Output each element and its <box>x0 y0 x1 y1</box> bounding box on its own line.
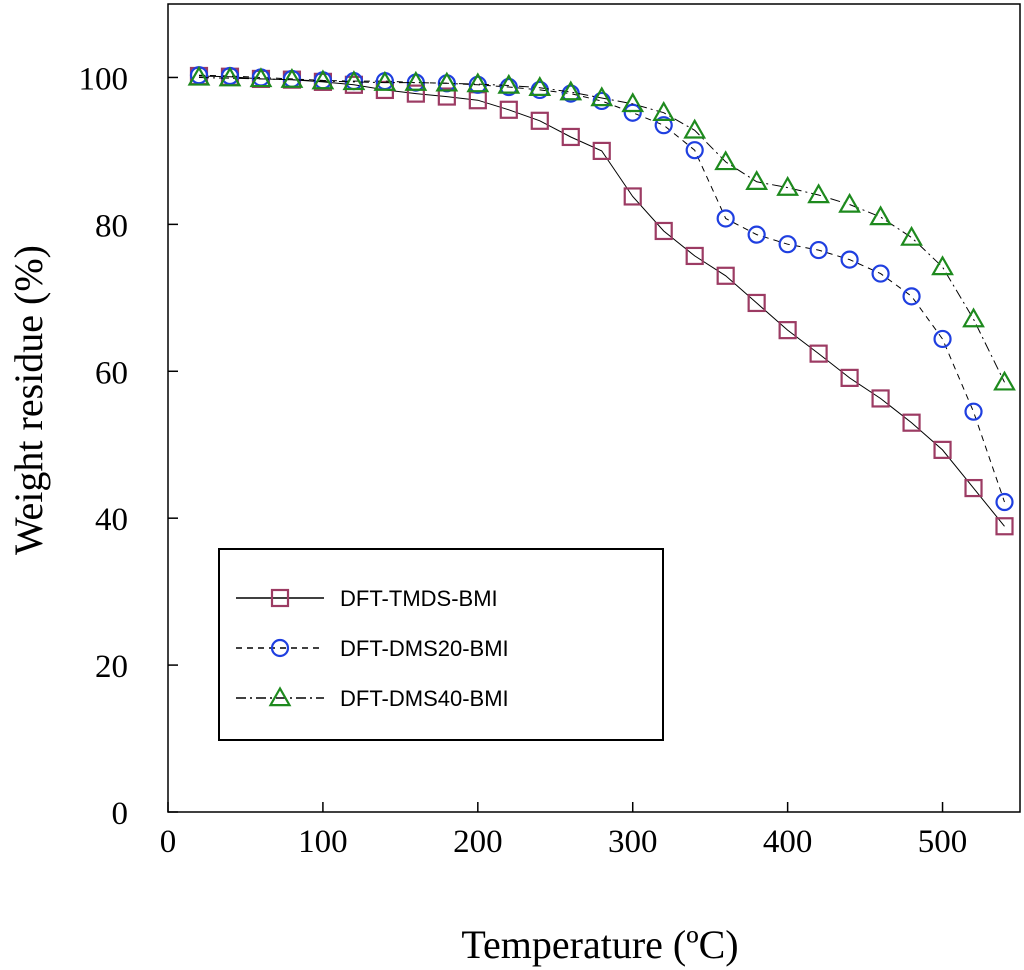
data-point <box>995 492 1014 512</box>
data-point <box>778 321 797 340</box>
data-point <box>902 413 921 432</box>
data-point <box>964 478 983 498</box>
data-point <box>685 246 704 266</box>
data-point <box>342 70 366 91</box>
data-point <box>404 70 428 91</box>
y-tick-label: 0 <box>112 796 129 832</box>
y-tick-label: 100 <box>79 61 129 97</box>
data-point <box>931 255 954 276</box>
data-point <box>466 72 490 93</box>
plot-area-frame <box>167 3 1021 813</box>
legend-marker <box>270 588 290 608</box>
data-point <box>902 287 921 306</box>
legend-items: DFT-TMDS-BMI DFT-DMS20-BMI DFT-DMS40-BMI <box>236 586 509 711</box>
data-point <box>809 240 828 260</box>
x-tick-label: 400 <box>763 824 813 860</box>
data-point <box>933 329 952 349</box>
data-point <box>652 100 676 121</box>
data-point <box>621 92 645 113</box>
y-tick-label: 20 <box>95 649 128 685</box>
legend: DFT-TMDS-BMI DFT-DMS20-BMI DFT-DMS40-BMI <box>218 548 664 741</box>
data-point <box>530 111 549 130</box>
data-point <box>218 66 242 87</box>
y-axis-ticks: 0 20 40 60 80 100 <box>79 61 178 832</box>
data-point <box>435 71 459 92</box>
legend-marker <box>268 686 292 707</box>
data-point <box>778 235 797 254</box>
data-point <box>497 73 521 94</box>
data-point <box>623 103 642 122</box>
data-point <box>840 250 859 269</box>
data-point <box>995 517 1014 536</box>
data-point <box>716 266 735 285</box>
legend-marker <box>270 638 290 658</box>
data-point <box>499 100 518 119</box>
data-point <box>437 87 456 106</box>
y-tick-label: 60 <box>95 355 128 391</box>
data-point <box>871 389 890 408</box>
data-point <box>716 209 735 228</box>
data-point <box>809 344 828 363</box>
data-point <box>406 84 425 103</box>
y-axis-title: Weight residue (%) <box>6 245 51 555</box>
data-point <box>869 205 892 226</box>
x-tick-label: 0 <box>160 824 177 860</box>
data-point <box>559 80 583 101</box>
x-axis-ticks: 0 100 200 300 400 500 <box>160 802 968 860</box>
data-point <box>900 225 923 246</box>
data-point <box>776 175 800 196</box>
x-tick-label: 500 <box>918 824 968 860</box>
data-point <box>871 264 890 283</box>
data-point <box>592 91 611 111</box>
data-point <box>561 127 580 147</box>
data-point <box>747 225 766 244</box>
data-point <box>373 70 397 91</box>
legend-box <box>218 548 664 741</box>
data-point <box>840 368 859 387</box>
y-tick-label: 80 <box>95 208 128 244</box>
series-line <box>198 74 1005 503</box>
series-2 <box>189 66 1014 512</box>
data-point <box>623 187 642 206</box>
data-point <box>592 141 611 161</box>
series-1 <box>189 66 1014 536</box>
data-point <box>838 192 861 213</box>
series-3 <box>187 65 1016 391</box>
data-point <box>590 86 614 107</box>
data-point <box>249 67 273 88</box>
data-point <box>311 69 335 90</box>
legend-label: DFT-DMS40-BMI <box>340 686 509 711</box>
x-tick-label: 300 <box>608 824 658 860</box>
x-axis-title: Temperature (ºC) <box>461 922 738 967</box>
series-layer <box>187 65 1016 536</box>
data-point <box>807 183 831 204</box>
data-point <box>654 116 673 135</box>
data-point <box>530 80 549 100</box>
legend-label: DFT-DMS20-BMI <box>340 636 509 661</box>
series-line <box>198 75 1005 527</box>
data-point <box>745 170 769 190</box>
data-point <box>683 118 707 139</box>
data-point <box>654 221 673 241</box>
data-point <box>499 77 518 97</box>
data-point <box>962 307 985 328</box>
data-point <box>280 67 304 88</box>
y-tick-label: 40 <box>95 502 128 538</box>
data-point <box>747 293 766 313</box>
x-tick-label: 100 <box>298 824 348 860</box>
data-point <box>993 370 1016 391</box>
data-point <box>187 65 211 86</box>
legend-label: DFT-TMDS-BMI <box>340 586 498 611</box>
data-point <box>685 141 704 160</box>
data-point <box>528 76 552 96</box>
data-point <box>933 440 952 459</box>
series-line <box>198 77 1005 383</box>
x-tick-label: 200 <box>453 824 503 860</box>
data-point <box>964 402 983 421</box>
data-point <box>714 150 738 171</box>
